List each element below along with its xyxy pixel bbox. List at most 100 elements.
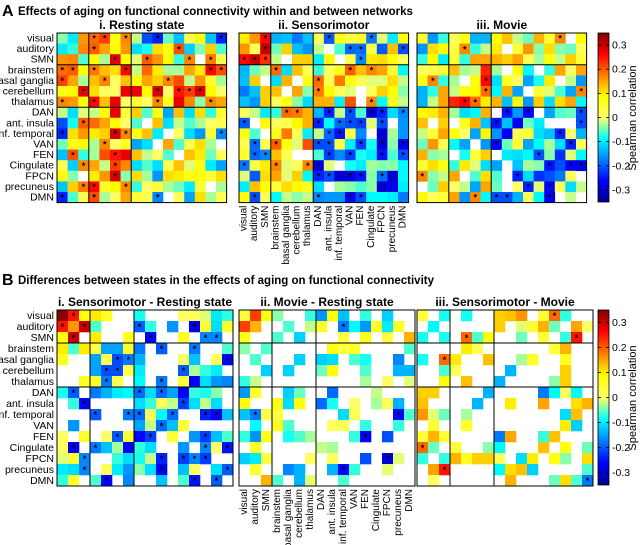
significance-marker: * — [105, 377, 109, 387]
heatmap-cell — [438, 170, 450, 182]
heatmap-cell — [90, 332, 102, 344]
heatmap-cell — [417, 332, 429, 344]
significance-marker: * — [359, 44, 363, 54]
heatmap-cell — [349, 354, 361, 366]
heatmap-cell — [448, 139, 460, 150]
significance-marker: * — [317, 118, 321, 128]
heatmap-cell — [565, 149, 577, 161]
heatmap-cell — [90, 442, 102, 454]
heatmap-cell — [131, 117, 143, 129]
heatmap-cell — [216, 170, 227, 182]
heatmap-cell — [205, 43, 217, 55]
heatmap-cell — [313, 75, 325, 87]
significance-marker: * — [92, 44, 96, 54]
heatmap-cell — [533, 75, 545, 87]
heatmap-cell — [461, 343, 473, 355]
heatmap-cell — [345, 181, 356, 193]
heatmap-cell — [173, 86, 185, 97]
heatmap-cell — [216, 33, 227, 44]
significance-marker: * — [463, 44, 467, 54]
significance-marker: * — [72, 333, 76, 343]
heatmap-cell — [366, 160, 378, 172]
heatmap-cell — [438, 149, 450, 161]
row-label: FEN — [33, 431, 54, 443]
heatmap-cell — [78, 181, 90, 193]
heatmap-cell — [189, 310, 201, 322]
heatmap-cell — [494, 431, 506, 443]
heatmap-cell — [448, 128, 460, 140]
heatmap-cell — [184, 117, 196, 129]
heatmap-cell — [67, 33, 79, 44]
row-label: FPCN — [25, 170, 54, 182]
heatmap-cell — [239, 64, 250, 76]
heatmap-cell — [200, 453, 212, 465]
heatmap-cell — [327, 310, 339, 322]
heatmap-cell — [260, 64, 272, 76]
heatmap-cell — [57, 107, 68, 119]
heatmap-cell — [189, 431, 201, 443]
heatmap-cell — [313, 170, 325, 182]
heatmap-cell — [292, 128, 303, 140]
heatmap-cell — [110, 96, 121, 108]
heatmap-cell — [544, 139, 556, 150]
heatmap-cell — [470, 128, 481, 140]
row-label: inf. temporal — [0, 409, 54, 421]
heatmap-cell — [417, 117, 428, 129]
heatmap-cell — [120, 107, 132, 119]
significance-marker: * — [548, 182, 552, 192]
heatmap-cell — [323, 160, 335, 172]
heatmap-cell — [439, 376, 451, 388]
heatmap-cell — [57, 64, 68, 76]
heatmap-cell — [78, 43, 90, 55]
heatmap-cell — [270, 96, 282, 108]
colorbar-tick-label: 0.3 — [612, 40, 627, 52]
significance-marker: * — [253, 55, 257, 65]
significance-marker: * — [349, 150, 353, 160]
heatmap-cell — [523, 75, 534, 87]
heatmap-cell — [78, 107, 90, 119]
heatmap-cell — [120, 170, 132, 182]
heatmap-cell — [501, 107, 513, 119]
heatmap-cell — [345, 86, 356, 97]
heatmap-cell — [134, 354, 146, 366]
heatmap-cell — [163, 96, 174, 108]
column-label: FEN — [355, 206, 366, 226]
heatmap-cell — [393, 365, 405, 377]
heatmap-cell — [417, 86, 428, 97]
heatmap-cell — [544, 107, 556, 119]
heatmap-cell — [334, 64, 346, 76]
heatmap-cell — [120, 75, 132, 87]
heatmap-cell — [576, 139, 587, 150]
heatmap-cell — [57, 475, 69, 487]
heatmap-cell — [428, 387, 440, 399]
significance-marker: * — [359, 55, 363, 65]
heatmap-cell — [345, 43, 356, 55]
heatmap-cell — [576, 43, 587, 55]
heatmap-cell — [270, 170, 282, 182]
heatmap-cell — [554, 128, 566, 140]
heatmap-cell — [189, 321, 201, 333]
heatmap-cell — [480, 117, 492, 129]
heatmap-cell — [470, 170, 481, 182]
heatmap-cell — [439, 431, 451, 443]
significance-marker: * — [193, 476, 197, 486]
heatmap-cell — [189, 376, 201, 388]
heatmap-cell — [88, 64, 100, 76]
heatmap-cell — [141, 107, 153, 119]
heatmap-cell — [571, 420, 583, 432]
panel-a-3: iii. Movie*** ** ** ** * ** *** *** * ** ** ** * * * — [416, 18, 588, 204]
heatmap-cell — [141, 170, 153, 182]
heatmap-cell — [194, 160, 206, 172]
heatmap-cell — [560, 354, 572, 366]
heatmap-cell — [57, 387, 69, 399]
row-label: FEN — [33, 149, 54, 161]
heatmap-cell — [78, 160, 90, 172]
heatmap-cell — [134, 321, 146, 333]
heatmap-cell — [78, 192, 90, 203]
heatmap-cell — [163, 43, 174, 55]
heatmap-cell — [427, 192, 439, 203]
heatmap-cell — [184, 128, 196, 140]
heatmap-cell — [501, 86, 513, 97]
heatmap-cell — [571, 332, 583, 344]
row-label: ant. insula — [6, 398, 54, 410]
